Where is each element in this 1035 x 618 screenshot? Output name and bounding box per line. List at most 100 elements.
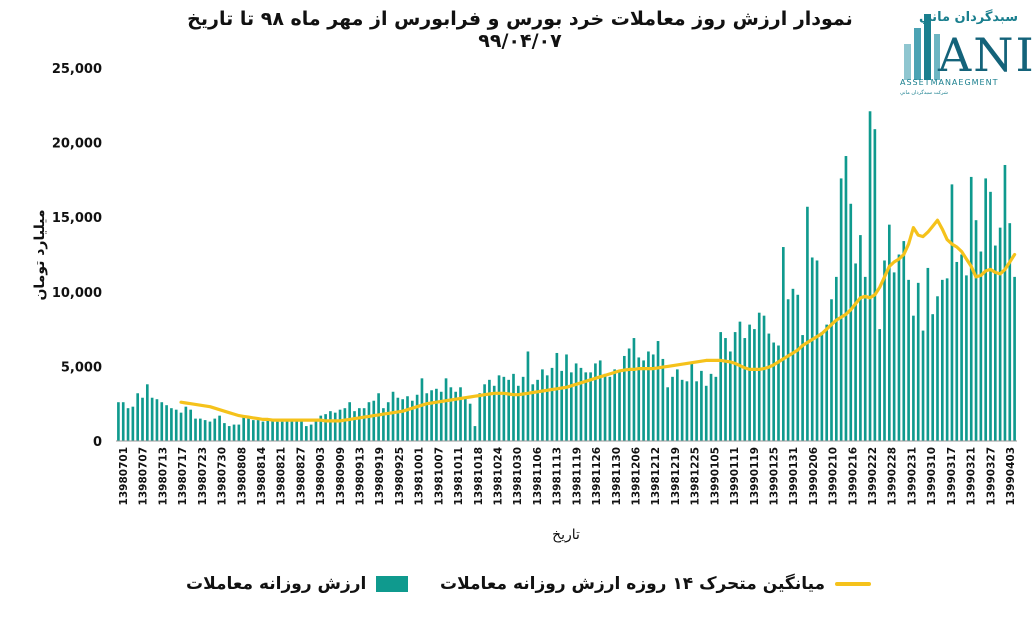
bar — [536, 379, 539, 441]
bar — [998, 227, 1002, 441]
bar — [724, 338, 727, 441]
legend-item-bars: ارزش روزانه معاملات — [186, 574, 409, 594]
bar — [940, 279, 944, 441]
bar — [974, 220, 978, 441]
bar — [926, 267, 930, 441]
x-tick-label: 13990111 — [729, 447, 741, 505]
bar — [117, 402, 120, 441]
bar — [189, 409, 193, 441]
y-tick-label: 10,000 — [52, 286, 102, 301]
bar — [314, 420, 318, 441]
x-tick-label: 13980701 — [118, 447, 130, 505]
bar — [516, 385, 520, 441]
bar — [762, 315, 766, 441]
bar — [237, 424, 241, 441]
x-tick-label: 13990321 — [966, 447, 978, 505]
bar — [121, 402, 125, 441]
bar — [661, 358, 665, 441]
y-tick-label: 20,000 — [52, 137, 102, 152]
bar — [594, 363, 597, 441]
bar — [276, 421, 279, 441]
x-tick-label: 13980919 — [374, 447, 386, 505]
bar — [550, 367, 554, 441]
bar — [444, 378, 448, 441]
bar — [348, 402, 352, 441]
bar — [160, 402, 164, 441]
bar — [931, 314, 935, 441]
bar — [791, 288, 795, 441]
bar — [993, 245, 997, 441]
x-tick-label: 13980713 — [157, 447, 169, 505]
y-axis-label: میلیارد تومان — [32, 209, 48, 300]
bar — [372, 400, 376, 441]
x-tick-label: 13980913 — [355, 447, 367, 505]
logo-name-fa: سبدگردان ماني — [919, 10, 1018, 25]
x-tick-label: 13990228 — [887, 447, 899, 505]
logo-tagline: شرکت سبدگردان ماني — [900, 90, 948, 96]
bar — [391, 391, 395, 441]
bar — [916, 282, 920, 441]
bar — [839, 178, 843, 441]
x-tick-label: 13981030 — [512, 447, 524, 505]
bar — [825, 324, 829, 441]
bar — [507, 379, 511, 441]
bar — [733, 332, 737, 441]
bar — [719, 332, 723, 441]
x-tick-label: 13980909 — [335, 447, 347, 505]
bar — [714, 376, 718, 441]
bar — [907, 279, 910, 441]
bar — [502, 376, 506, 441]
bar — [897, 254, 901, 441]
bar — [671, 376, 674, 441]
x-tick-label: 13990222 — [867, 447, 879, 505]
x-tick-label: 13980821 — [276, 447, 288, 505]
bar — [463, 397, 467, 441]
bar — [435, 388, 438, 441]
x-tick-label: 13980730 — [217, 447, 229, 505]
bar — [362, 408, 366, 441]
bar — [921, 330, 925, 441]
bar — [873, 129, 877, 442]
bar — [704, 385, 708, 441]
bar — [632, 338, 636, 441]
x-axis-label: تاریخ — [552, 527, 580, 543]
chart-legend: ارزش روزانه معاملات میانگین متحرک ۱۴ روز… — [0, 574, 1035, 610]
x-tick-label: 13990119 — [749, 447, 761, 505]
bar — [680, 379, 684, 441]
bar — [695, 381, 698, 441]
bar — [386, 402, 390, 441]
x-tick-label: 13981130 — [611, 447, 623, 505]
y-tick-label: 0 — [93, 435, 102, 450]
bar — [256, 420, 260, 441]
bar — [796, 294, 800, 441]
bar — [223, 423, 226, 441]
bar — [651, 354, 655, 441]
bar — [777, 345, 780, 441]
bar — [545, 375, 549, 441]
bar-series — [117, 111, 1016, 442]
bar — [709, 373, 713, 441]
bar — [338, 409, 342, 441]
x-axis: 13980701 13980707 13980713 13980717 13980723… — [116, 440, 1017, 505]
bar — [468, 403, 472, 441]
bar — [883, 260, 886, 441]
bar — [647, 351, 650, 441]
bar — [425, 393, 429, 441]
bar — [637, 357, 641, 441]
bar — [290, 420, 294, 441]
chart-title: نمودار ارزش روز معاملات خرد بورس و فرابو… — [187, 8, 853, 52]
bar — [849, 203, 853, 441]
bar — [295, 418, 299, 441]
bar — [415, 394, 419, 441]
bar — [353, 411, 356, 441]
bar — [150, 397, 154, 441]
bar — [488, 379, 491, 441]
bar — [170, 408, 173, 441]
bar — [483, 384, 486, 441]
bar — [642, 360, 645, 441]
bar — [892, 272, 896, 441]
bar — [227, 426, 231, 441]
legend-label-line: میانگین متحرک ۱۴ روزه ارزش روزانه معاملا… — [440, 574, 826, 594]
bar — [141, 397, 144, 441]
